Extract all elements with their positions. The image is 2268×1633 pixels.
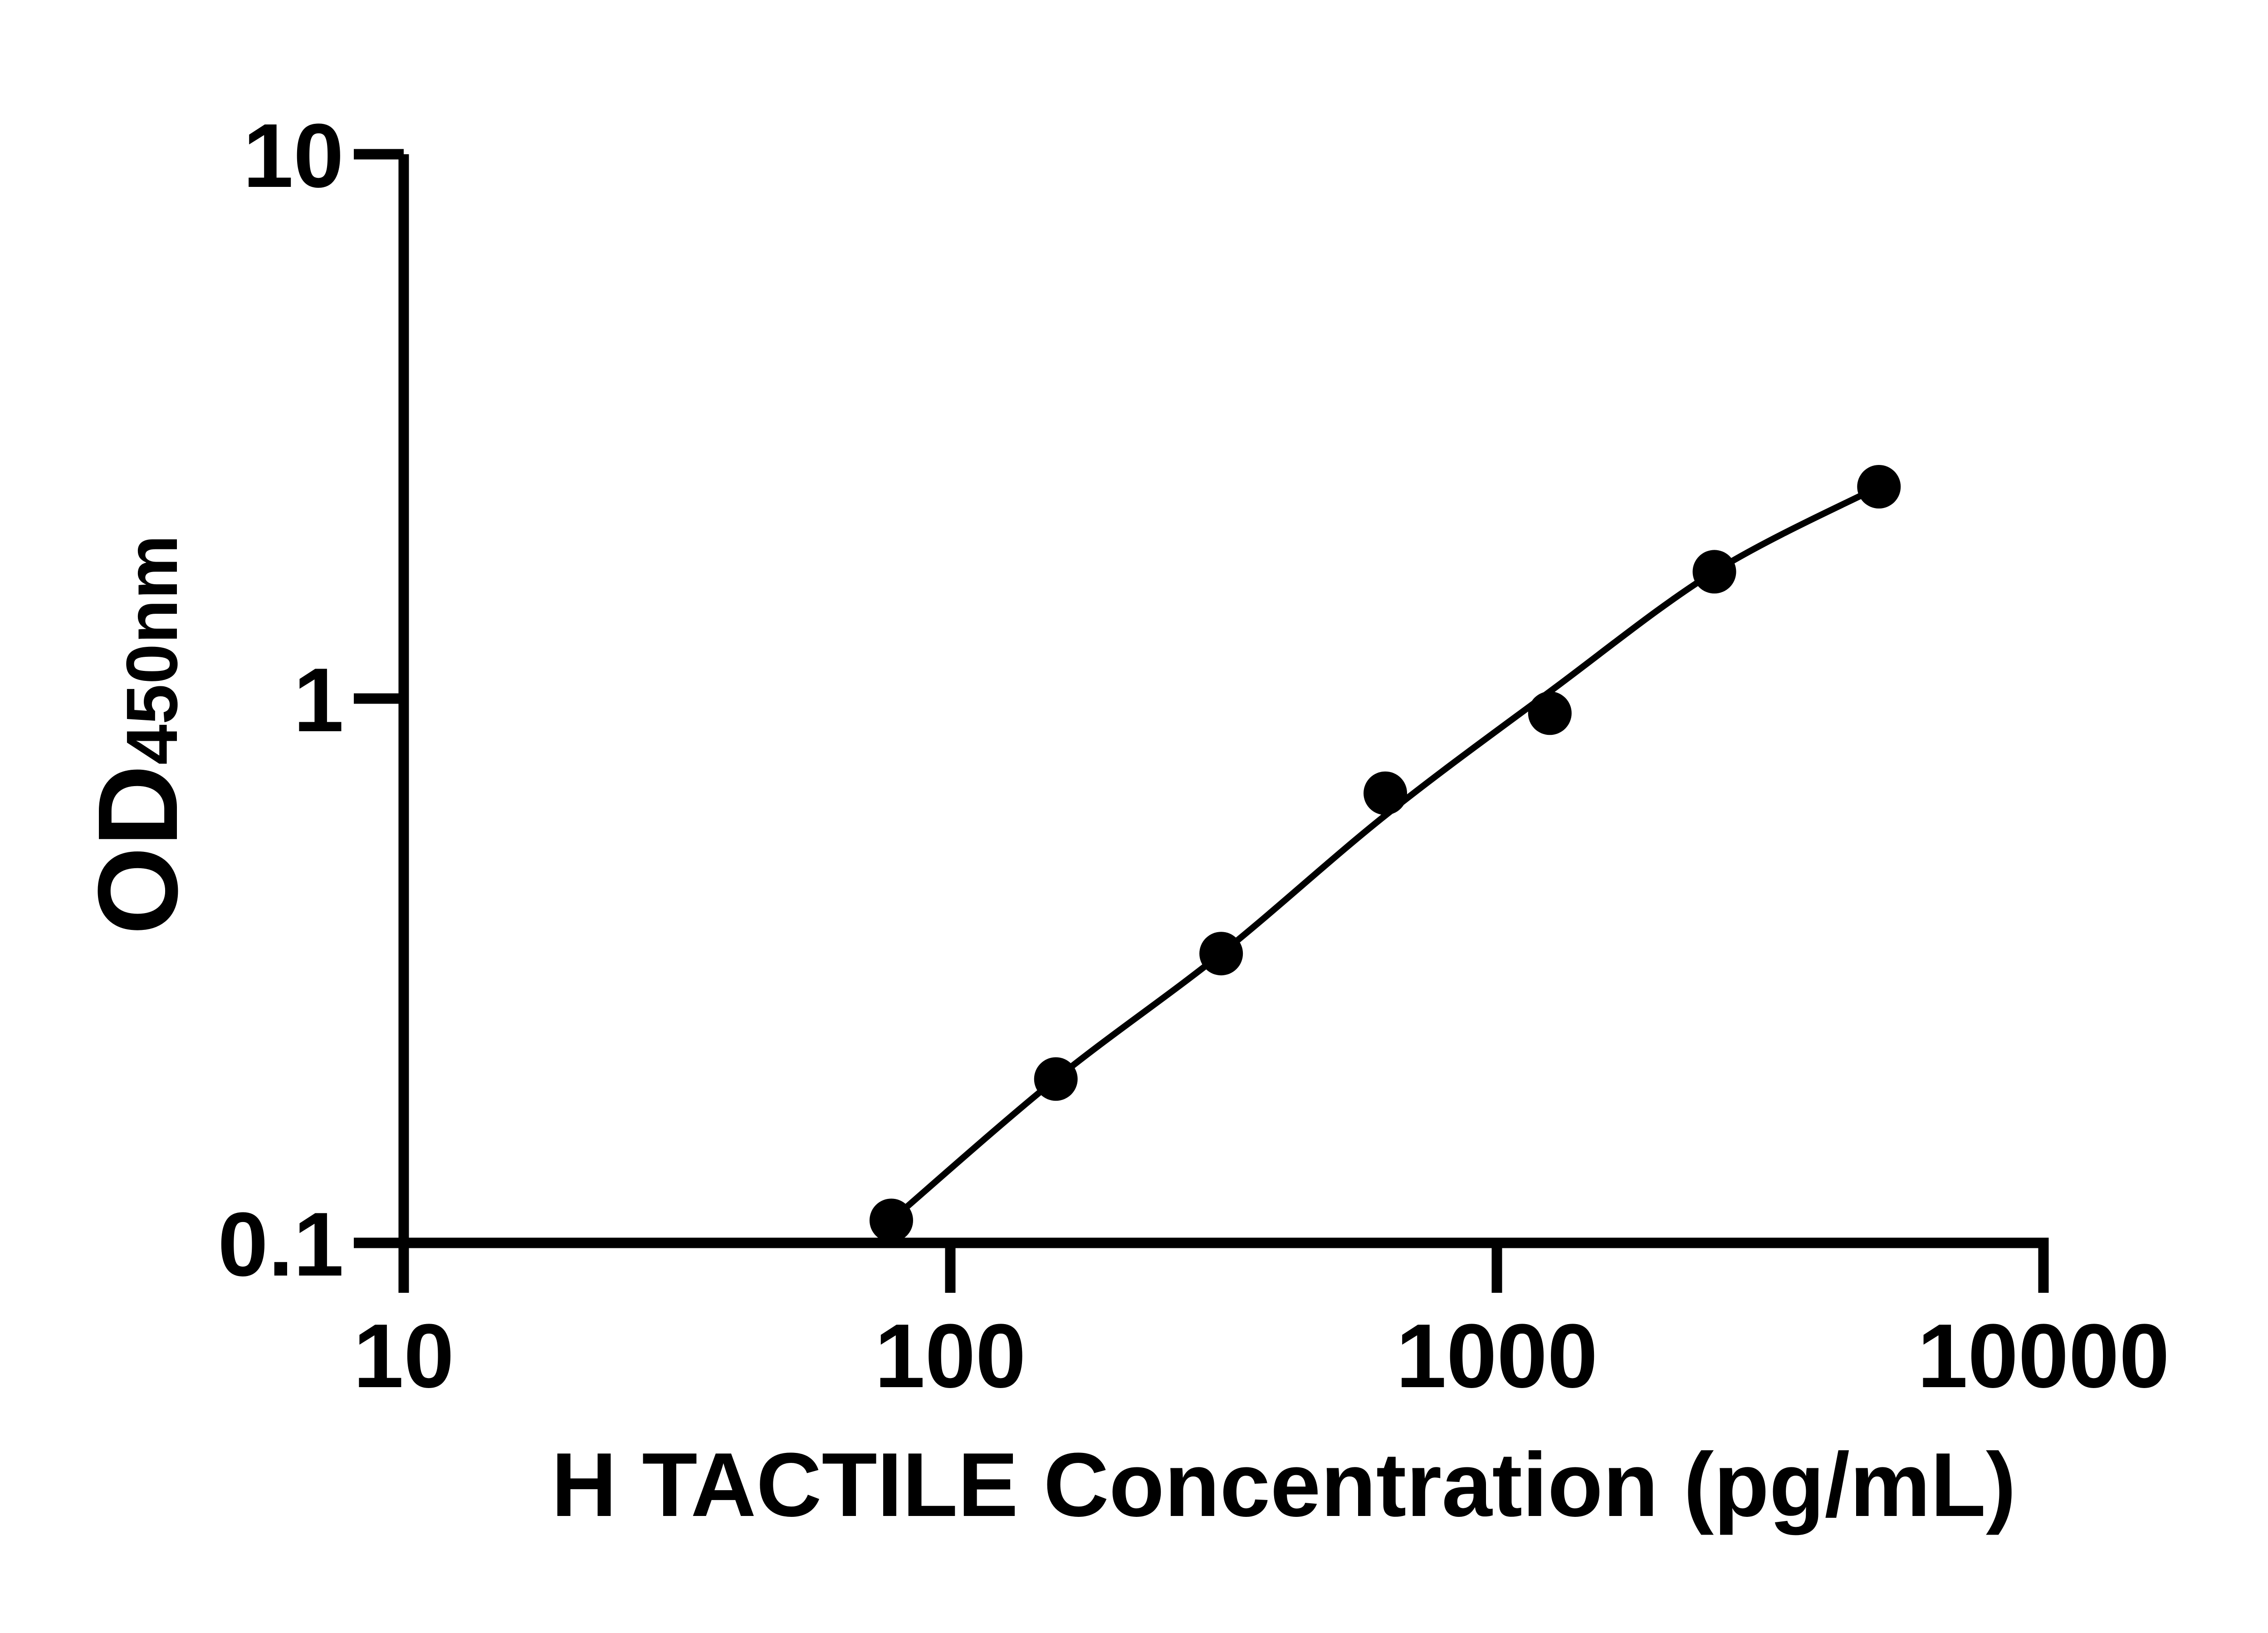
data-point (1857, 465, 1901, 509)
x-tick-label: 10 (353, 1305, 454, 1407)
y-axis-title-main: OD (74, 765, 201, 935)
x-tick-label: 1000 (1396, 1305, 1598, 1407)
x-ticks (398, 1243, 2049, 1293)
data-point (869, 1198, 913, 1242)
y-tick-label: 0.1 (218, 1194, 344, 1295)
data-point (1692, 550, 1736, 594)
x-axis-title: H TACTILE Concentration (pg/mL) (551, 1434, 2016, 1535)
y-axis: 10 1 0.1 (218, 105, 409, 1295)
data-point (1528, 691, 1572, 735)
x-tick-label: 100 (875, 1305, 1026, 1407)
x-tick-label: 10000 (1917, 1305, 2170, 1407)
y-ticks (354, 149, 404, 1248)
data-point (1364, 771, 1408, 815)
data-points (869, 465, 1901, 1242)
data-point (1034, 1057, 1078, 1101)
y-tick-labels: 10 1 0.1 (218, 105, 344, 1295)
data-point (1199, 932, 1243, 976)
x-tick-labels: 10 100 1000 10000 (353, 1305, 2170, 1407)
y-axis-title: OD450nm (74, 535, 201, 935)
y-tick-label: 10 (243, 105, 344, 206)
y-axis-title-sub: 450nm (111, 535, 192, 765)
y-tick-label: 1 (293, 650, 344, 751)
x-axis: 10 100 1000 10000 (353, 1237, 2170, 1407)
